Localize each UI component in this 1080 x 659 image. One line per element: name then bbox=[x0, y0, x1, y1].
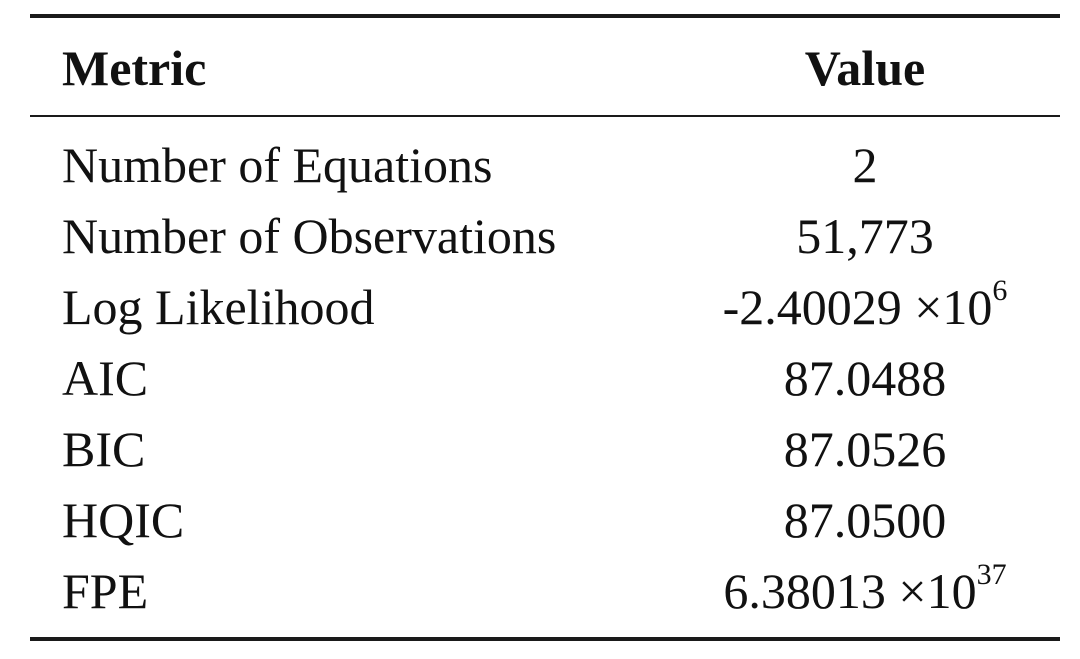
row-metric-observations: Number of Observations bbox=[62, 208, 557, 264]
row-value-aic: 87.0488 bbox=[783, 350, 947, 406]
row-value-observations: 51,773 bbox=[796, 208, 934, 264]
row-metric-equations: Number of Equations bbox=[62, 137, 493, 193]
log-likelihood-mantissa: -2.40029 ×10 bbox=[722, 279, 993, 335]
row-metric-aic: AIC bbox=[62, 350, 149, 406]
header-value: Value bbox=[804, 40, 926, 96]
row-metric-hqic: HQIC bbox=[62, 492, 185, 548]
fpe-mantissa: 6.38013 ×10 bbox=[723, 563, 977, 619]
row-value-fpe: 6.38013 ×1037 bbox=[723, 558, 1007, 621]
row-metric-log-likelihood: Log Likelihood bbox=[62, 279, 375, 335]
table-bottom-rule bbox=[30, 637, 1060, 641]
row-value-hqic: 87.0500 bbox=[783, 492, 947, 548]
fpe-exponent: 37 bbox=[976, 558, 1007, 591]
log-likelihood-exponent: 6 bbox=[992, 274, 1008, 307]
table-top-rule bbox=[30, 14, 1060, 18]
row-value-bic: 87.0526 bbox=[783, 421, 947, 477]
row-metric-bic: BIC bbox=[62, 421, 146, 477]
row-value-equations: 2 bbox=[852, 137, 878, 193]
row-value-log-likelihood: -2.40029 ×106 bbox=[722, 274, 1008, 337]
row-metric-fpe: FPE bbox=[62, 563, 149, 619]
table-header-rule bbox=[30, 115, 1060, 117]
header-metric: Metric bbox=[62, 40, 207, 96]
